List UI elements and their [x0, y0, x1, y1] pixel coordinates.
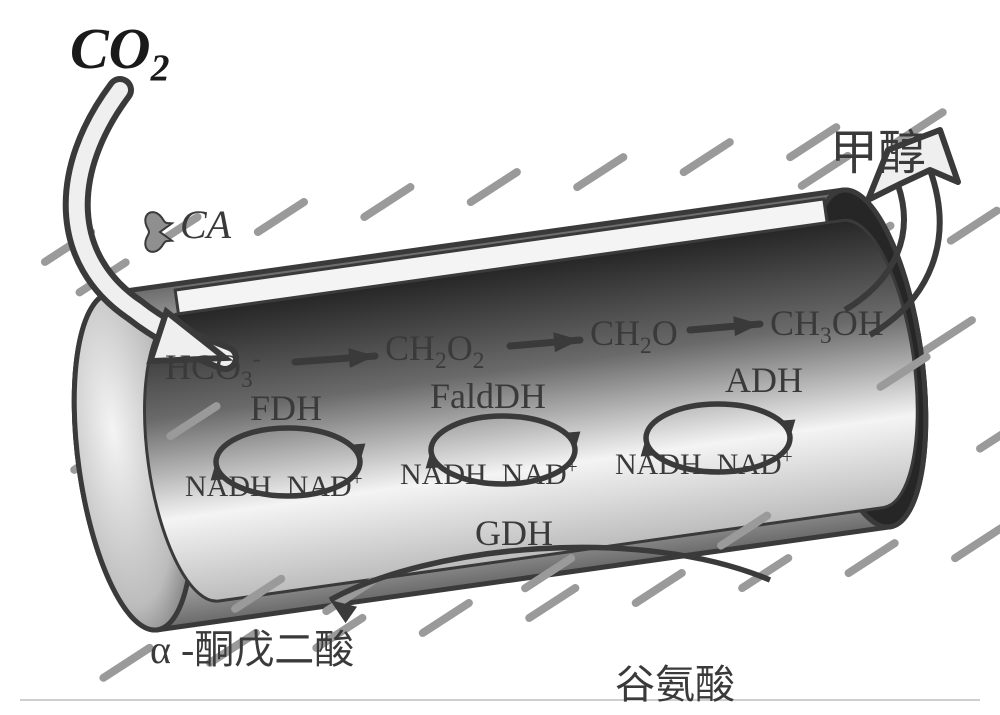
label-methanol: 甲醇: [830, 130, 926, 178]
label-adh: ADH: [725, 362, 803, 398]
label-ch2o2: CH2O2: [385, 330, 484, 374]
label-gdh: GDH: [475, 515, 553, 551]
label-co2: CO2: [70, 20, 169, 88]
label-ch2o: CH2O: [590, 315, 678, 359]
label-nad-cycle-2: NADH NAD+: [400, 458, 578, 490]
diagram-root: CO2 甲醇 CA HCO3- CH2O2 CH2O CH3OH FDH Fal…: [0, 0, 1000, 715]
label-hco3: HCO3-: [165, 348, 261, 393]
label-falddh: FaldDH: [430, 378, 546, 414]
label-glutamate: 谷氨酸: [615, 665, 735, 705]
diagram-svg: [0, 0, 1000, 715]
label-fdh: FDH: [250, 390, 322, 426]
label-ch3oh: CH3OH: [770, 305, 884, 349]
label-alpha-ketoglutarate: α -酮戊二酸: [150, 630, 354, 670]
label-nad-cycle-1: NADH NAD+: [185, 470, 363, 502]
label-ca: CA: [180, 205, 231, 245]
label-nad-cycle-3: NADH NAD+: [615, 448, 793, 480]
